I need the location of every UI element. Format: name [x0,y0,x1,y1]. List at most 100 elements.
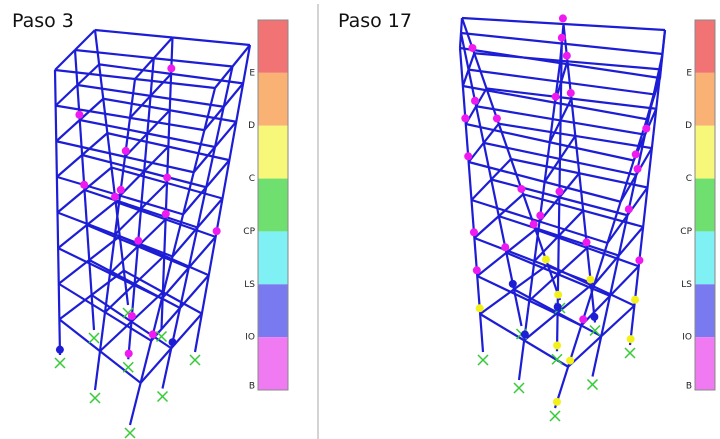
legend-swatch [695,337,715,390]
plastic-hinge [642,125,650,133]
frame-member [100,351,141,383]
frame-member [461,18,462,33]
panel-title: Paso 17 [338,10,412,32]
legend-label: B [249,382,255,392]
plastic-hinge [590,313,598,321]
legend-label: C [249,174,255,184]
plastic-hinge [473,266,481,274]
plastic-hinge [476,304,484,312]
frame-member [154,38,173,59]
support [190,355,200,365]
plastic-hinge [554,303,562,311]
legend-swatch [695,179,715,232]
frame-member [476,106,560,120]
plastic-hinge [552,93,560,101]
plastic-hinge [464,152,472,160]
legend-swatch [258,284,288,337]
plastic-hinge [554,291,562,299]
legend-label: IO [245,333,255,343]
screenshot: Paso 3 Paso 17 EDCCPLSIOBEDCCPLSIOB [0,0,720,439]
frame-member [141,209,198,228]
legend-label: LS [244,280,255,290]
plastic-hinge [517,185,525,193]
frame-member [87,202,116,225]
plastic-hinge [555,188,563,196]
frame-member [558,248,587,274]
frame-member [534,261,594,284]
plastic-hinge [627,335,635,343]
legend-label: LS [681,280,692,290]
legend-swatch [258,73,288,126]
legend-swatch [258,337,288,390]
legend-swatch [258,20,288,73]
support [123,362,133,372]
plastic-hinge [567,89,575,97]
support [55,358,65,368]
plastic-hinge [634,165,642,173]
plastic-hinge [128,312,136,320]
plastic-hinge [75,111,83,119]
plastic-hinge [169,338,177,346]
frame-member [529,274,558,300]
frame-member [480,289,514,314]
plastic-hinge [542,255,550,263]
plastic-hinge [553,398,561,406]
frame-member [466,124,550,142]
legend-swatch [695,231,715,284]
plastic-hinge [566,357,574,365]
plastic-hinge [625,205,633,213]
plastic-hinge [509,280,517,288]
frame-member [477,253,506,276]
plastic-hinge [579,315,587,323]
plastic-hinge [470,228,478,236]
frame-member [562,44,663,55]
legend-label: IO [682,333,692,343]
frame-member [99,64,171,74]
support [478,355,488,365]
frame-member [472,180,492,201]
frame-member [506,230,535,253]
frame-member [80,120,148,134]
plastic-hinge [117,186,125,194]
frame-member [550,142,634,160]
legend-swatch [258,231,288,284]
frame-member [95,30,173,38]
plastic-hinge [111,193,119,201]
frame-member [154,58,233,66]
legend-label: E [686,68,692,78]
frame-member [105,284,135,312]
legend-label: CP [243,227,255,237]
legend-label: E [249,68,255,78]
legend-label: B [686,382,692,392]
plastic-hinge [163,174,171,182]
legend-swatch [695,284,715,337]
frame-member [462,18,564,24]
legend-swatch [258,179,288,232]
frame-member [130,118,204,130]
frame-member [564,24,666,30]
frame-member [58,190,85,213]
frame-member [58,225,87,248]
frame-member [55,50,75,70]
support [90,393,100,403]
frame-member [144,147,168,172]
plastic-hinge [563,52,571,60]
plastic-hinge [167,64,175,72]
frame-member [474,216,498,238]
support [588,380,598,390]
plastic-hinge [122,147,130,155]
legend-swatch [695,73,715,126]
frame-member [75,50,154,58]
support [158,392,168,402]
frame-member [558,274,610,296]
legend-swatch [695,126,715,179]
frame-member [59,260,90,284]
frame-member [469,53,475,69]
frame-member [514,289,558,312]
support [89,333,99,343]
plastic-hinge [632,150,640,158]
frame-member [138,219,166,246]
frame-member [89,236,120,260]
frame-member [77,85,150,96]
plastic-hinge [461,114,469,122]
